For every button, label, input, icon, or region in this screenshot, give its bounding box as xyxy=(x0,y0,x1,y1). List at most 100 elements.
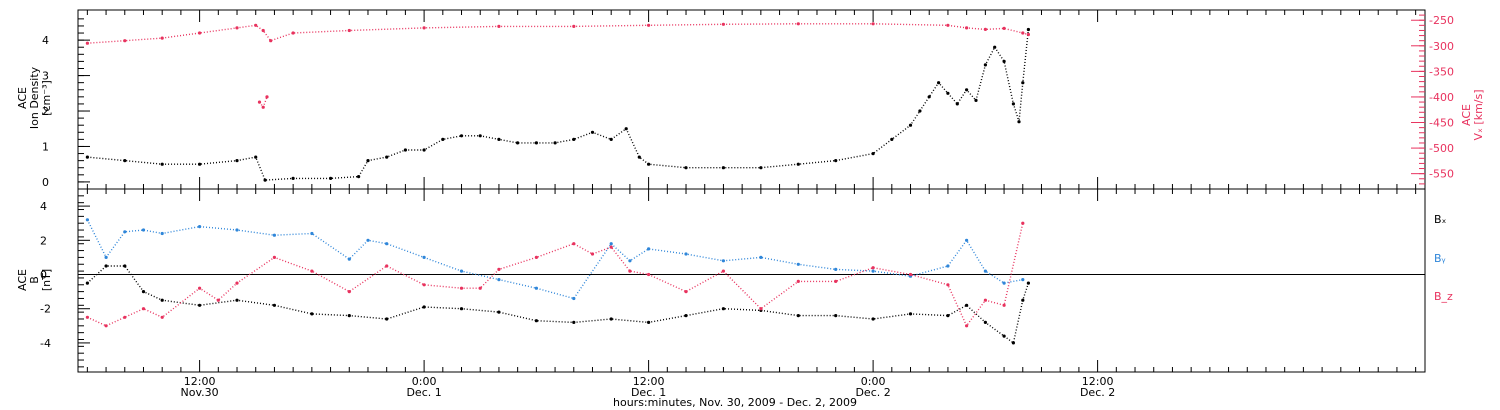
density-series-point xyxy=(927,95,931,99)
density-series-point xyxy=(834,159,838,163)
bz-series-point xyxy=(965,324,969,328)
bz-series-point xyxy=(946,283,950,287)
bx-series-point xyxy=(385,317,389,321)
velocity-tick-label: -550 xyxy=(1429,168,1454,181)
density-series-point xyxy=(590,130,595,134)
bx-series-point xyxy=(85,281,89,285)
magnetic-field-panel: -4 -2 0 2 4 xyxy=(40,188,1426,373)
bz-series-point xyxy=(123,315,127,319)
velocity-series-1-point xyxy=(160,36,164,40)
bz-series-point xyxy=(609,245,613,249)
by-series-point xyxy=(347,257,351,261)
bx-series-point xyxy=(235,298,239,302)
field-tick-label: -2 xyxy=(40,303,51,316)
bz-series-trace xyxy=(87,223,1024,328)
density-series-point xyxy=(1017,120,1021,124)
bz-series-point xyxy=(160,315,164,319)
by-series-point xyxy=(272,233,276,237)
density-series-point xyxy=(123,159,127,163)
velocity-tick-label: -250 xyxy=(1429,14,1454,27)
x-tick-time-label: 12:00 xyxy=(184,375,216,388)
field-axis-label-line2: B xyxy=(28,276,41,284)
velocity-series-1-point xyxy=(1002,26,1006,30)
bx-series-point xyxy=(104,264,108,268)
velocity-series-1-point xyxy=(946,23,950,27)
density-series-point xyxy=(329,176,333,180)
by-series-trace xyxy=(86,219,1023,300)
by-series-point xyxy=(85,218,89,222)
density-series-point xyxy=(403,148,407,152)
bz-series-point xyxy=(983,298,988,302)
velocity-series-1-point xyxy=(1026,32,1030,37)
by-series-point xyxy=(965,238,969,242)
bz-series-point xyxy=(141,307,146,311)
density-series-point xyxy=(459,134,464,138)
x-tick-date-label: Nov.30 xyxy=(181,386,219,399)
bx-series-point xyxy=(834,314,838,318)
velocity-series-1-point xyxy=(497,24,501,28)
bx-series-point xyxy=(572,320,576,324)
density-series-point xyxy=(553,141,557,145)
density-tick-label: 0 xyxy=(42,176,49,189)
density-series-point xyxy=(534,141,539,145)
bx-series-point xyxy=(1011,341,1016,345)
velocity-series-1-point xyxy=(871,22,875,26)
legend-bz: B_z xyxy=(1434,290,1453,303)
density-series-point xyxy=(684,166,688,170)
by-series-point xyxy=(198,225,202,229)
density-series-point xyxy=(366,159,370,163)
density-series-point xyxy=(624,127,628,131)
field-tick-label: 4 xyxy=(40,200,47,213)
bz-series-point xyxy=(572,242,576,246)
bx-series-point xyxy=(908,312,913,316)
x-tick-time-label: 0:00 xyxy=(412,375,437,388)
bx-series-point xyxy=(965,303,969,307)
by-series-point xyxy=(983,269,988,273)
bx-series-point xyxy=(721,307,726,311)
bz-series-point xyxy=(310,269,314,273)
bx-series-point xyxy=(1002,334,1006,338)
bz-series-point xyxy=(534,255,539,259)
by-series-point xyxy=(310,231,314,236)
density-series-point xyxy=(1021,81,1025,85)
legend-by: Bᵧ xyxy=(1434,252,1446,265)
density-series-point xyxy=(1011,102,1016,106)
bx-series-point xyxy=(198,303,202,307)
velocity-tick-label: -450 xyxy=(1429,117,1454,130)
density-series-point xyxy=(291,176,295,180)
x-tick-date-label: Dec. 1 xyxy=(631,386,666,399)
x-tick-date-label: Dec. 2 xyxy=(1080,386,1115,399)
density-tick-label: 3 xyxy=(42,70,49,83)
density-series-point xyxy=(609,137,613,141)
bz-series-point xyxy=(459,286,464,290)
velocity-series-2-point xyxy=(261,105,265,109)
velocity-series-1-point xyxy=(85,41,89,45)
bz-series-point xyxy=(385,264,389,268)
velocity-series-1-point xyxy=(422,26,426,30)
velocity-series-1-point xyxy=(721,22,726,26)
by-series-point xyxy=(385,242,389,246)
velocity-axis-label-line2: Vₓ [km/s] xyxy=(1472,89,1485,140)
velocity-tick-label: -300 xyxy=(1429,40,1454,53)
density-series-point xyxy=(759,166,763,170)
by-series-point xyxy=(871,269,875,273)
velocity-axis-label-line1: ACE xyxy=(1460,104,1473,126)
by-series-point xyxy=(104,255,108,259)
bz-series-point xyxy=(908,272,913,277)
density-series-point xyxy=(908,123,913,127)
by-series-point xyxy=(1021,278,1025,282)
by-series-point xyxy=(946,264,950,268)
bx-series-point xyxy=(459,307,464,311)
bx-series-point xyxy=(160,298,164,302)
by-series-point xyxy=(759,255,763,259)
velocity-tick-label: -350 xyxy=(1429,65,1454,78)
density-series-point xyxy=(497,137,501,141)
bz-series-point xyxy=(85,315,89,319)
by-series-point xyxy=(366,238,370,242)
density-series-point xyxy=(441,137,445,141)
density-series-trace xyxy=(87,29,1030,181)
bz-series-point xyxy=(235,281,239,285)
bx-series-point xyxy=(684,314,688,318)
density-series-point xyxy=(890,137,894,141)
